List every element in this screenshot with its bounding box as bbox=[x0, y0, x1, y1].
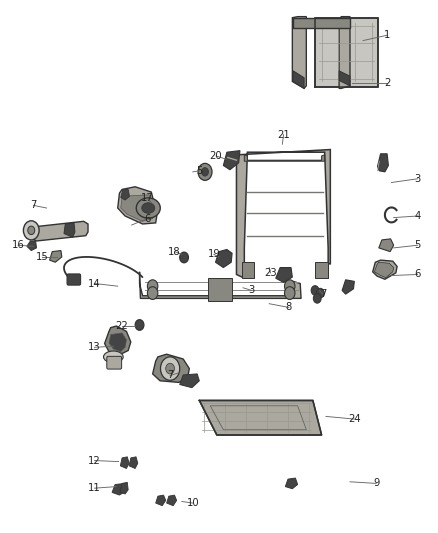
Text: 10: 10 bbox=[187, 498, 199, 508]
Polygon shape bbox=[49, 251, 62, 262]
FancyBboxPatch shape bbox=[315, 18, 378, 87]
Polygon shape bbox=[342, 280, 354, 294]
Polygon shape bbox=[129, 457, 138, 469]
Text: 12: 12 bbox=[88, 456, 101, 465]
Text: 2: 2 bbox=[384, 78, 390, 88]
Text: 5: 5 bbox=[414, 240, 421, 250]
Polygon shape bbox=[166, 495, 177, 506]
Polygon shape bbox=[112, 483, 127, 495]
Polygon shape bbox=[215, 249, 232, 268]
Polygon shape bbox=[109, 333, 127, 352]
Polygon shape bbox=[140, 272, 301, 298]
Circle shape bbox=[311, 286, 319, 295]
Text: 1: 1 bbox=[384, 30, 390, 41]
Polygon shape bbox=[315, 262, 328, 278]
Ellipse shape bbox=[142, 203, 155, 213]
Circle shape bbox=[316, 288, 324, 298]
Text: 24: 24 bbox=[348, 414, 360, 424]
Polygon shape bbox=[242, 262, 254, 278]
Text: 21: 21 bbox=[277, 130, 290, 140]
Polygon shape bbox=[237, 150, 330, 278]
Text: 7: 7 bbox=[320, 289, 326, 299]
Polygon shape bbox=[27, 241, 36, 251]
Ellipse shape bbox=[136, 198, 160, 218]
Polygon shape bbox=[339, 17, 350, 88]
Polygon shape bbox=[378, 154, 389, 172]
Polygon shape bbox=[293, 18, 350, 28]
Polygon shape bbox=[64, 223, 75, 237]
Circle shape bbox=[160, 357, 180, 380]
Polygon shape bbox=[180, 374, 199, 387]
Text: 14: 14 bbox=[88, 279, 101, 288]
Text: 22: 22 bbox=[116, 321, 128, 331]
Circle shape bbox=[148, 280, 158, 293]
Text: 19: 19 bbox=[207, 249, 220, 259]
Text: 15: 15 bbox=[36, 252, 49, 262]
Polygon shape bbox=[105, 326, 131, 354]
Circle shape bbox=[313, 294, 321, 303]
Circle shape bbox=[166, 364, 174, 374]
Polygon shape bbox=[292, 17, 306, 88]
Ellipse shape bbox=[103, 351, 123, 363]
Text: 17: 17 bbox=[141, 193, 153, 204]
Circle shape bbox=[198, 164, 212, 180]
Text: 20: 20 bbox=[210, 151, 222, 161]
Text: 23: 23 bbox=[264, 268, 277, 278]
Polygon shape bbox=[155, 495, 166, 506]
Circle shape bbox=[135, 320, 144, 330]
Circle shape bbox=[285, 280, 295, 293]
Polygon shape bbox=[118, 187, 157, 224]
Circle shape bbox=[28, 226, 35, 235]
Text: 3: 3 bbox=[414, 174, 421, 184]
Polygon shape bbox=[121, 195, 153, 221]
Polygon shape bbox=[373, 260, 397, 279]
Polygon shape bbox=[26, 221, 88, 241]
Circle shape bbox=[285, 287, 295, 300]
Text: 7: 7 bbox=[167, 370, 173, 381]
Text: 5: 5 bbox=[196, 166, 202, 176]
Text: 3: 3 bbox=[249, 286, 255, 295]
Text: 13: 13 bbox=[88, 342, 101, 352]
Text: 18: 18 bbox=[168, 247, 181, 256]
Circle shape bbox=[23, 221, 39, 240]
Polygon shape bbox=[121, 189, 130, 200]
Polygon shape bbox=[286, 478, 297, 489]
Text: 9: 9 bbox=[373, 479, 379, 488]
Circle shape bbox=[148, 287, 158, 300]
Polygon shape bbox=[208, 278, 232, 301]
Text: 7: 7 bbox=[30, 200, 37, 211]
Circle shape bbox=[180, 252, 188, 263]
Text: 16: 16 bbox=[12, 240, 25, 250]
Text: 4: 4 bbox=[414, 211, 421, 221]
Polygon shape bbox=[120, 482, 128, 494]
Polygon shape bbox=[152, 354, 189, 382]
Text: 8: 8 bbox=[286, 302, 292, 312]
Polygon shape bbox=[244, 155, 325, 161]
Polygon shape bbox=[223, 151, 240, 169]
FancyBboxPatch shape bbox=[107, 357, 122, 369]
Polygon shape bbox=[199, 400, 321, 435]
Polygon shape bbox=[120, 457, 129, 469]
Polygon shape bbox=[379, 239, 394, 252]
Polygon shape bbox=[339, 71, 350, 86]
Text: 6: 6 bbox=[144, 214, 150, 224]
Circle shape bbox=[201, 167, 208, 176]
Text: 11: 11 bbox=[88, 483, 101, 493]
Polygon shape bbox=[374, 262, 394, 278]
FancyBboxPatch shape bbox=[67, 274, 81, 285]
Text: 6: 6 bbox=[414, 270, 421, 279]
Polygon shape bbox=[293, 71, 304, 88]
Polygon shape bbox=[276, 268, 292, 282]
